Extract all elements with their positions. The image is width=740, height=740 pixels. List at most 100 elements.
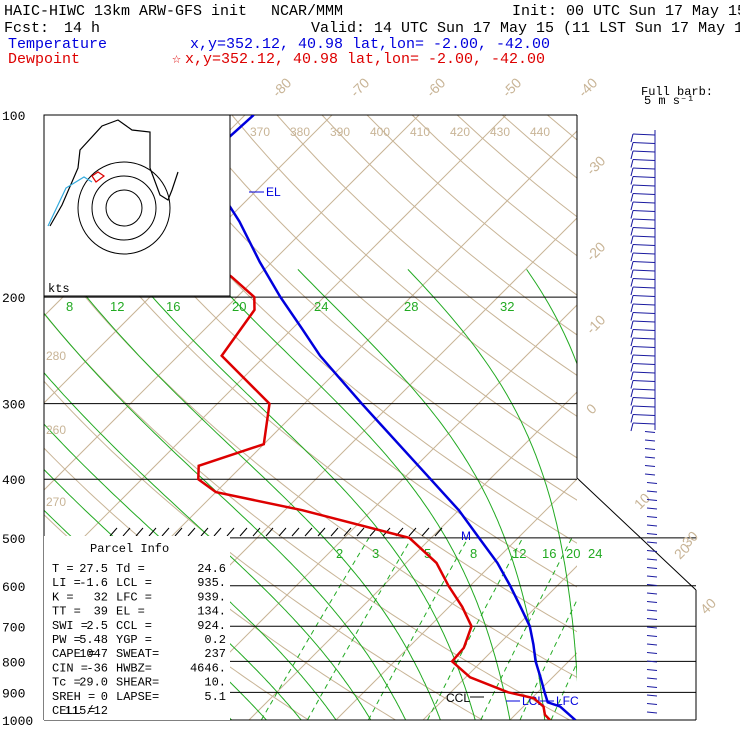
mixing-ratio-line bbox=[260, 537, 370, 720]
pressure-label: 300 bbox=[2, 398, 25, 413]
theta-label: 430 bbox=[490, 125, 510, 139]
parcel-info-cell: CCL = bbox=[116, 619, 152, 633]
isotherm-label: -40 bbox=[575, 74, 601, 100]
wind-barb bbox=[632, 303, 656, 306]
mixing-ratio-label: 2 bbox=[336, 546, 343, 561]
wind-barb-feather bbox=[630, 363, 634, 372]
hatch-mark bbox=[239, 527, 248, 537]
barb-scale-line2: 5 m s⁻¹ bbox=[644, 94, 694, 108]
wind-barb bbox=[632, 235, 656, 238]
parcel-info-cell: 1047 bbox=[79, 647, 108, 661]
wind-barb bbox=[646, 601, 658, 603]
moist-adiabat-line bbox=[407, 269, 577, 682]
dry-adiabat-line bbox=[411, 115, 577, 257]
theta-label: 440 bbox=[530, 125, 550, 139]
wind-barb-feather bbox=[630, 278, 634, 287]
parcel-info-rows: T = 27.5 Td = 24.6 LI =-1.6 LCL = 935. K = 32 LFC… bbox=[52, 562, 226, 718]
parcel-info-cell: YGP = bbox=[116, 633, 152, 647]
wind-barb bbox=[646, 584, 658, 586]
parcel-info-cell: HWBZ= bbox=[116, 661, 152, 675]
hatch-mark bbox=[135, 527, 144, 537]
pressure-label: 400 bbox=[2, 473, 25, 488]
theta-label: 420 bbox=[450, 125, 470, 139]
hatch-mark bbox=[200, 527, 209, 537]
wind-barb bbox=[646, 516, 658, 518]
wind-barb bbox=[632, 295, 656, 297]
parcel-info-cell: -1.6 bbox=[79, 576, 108, 590]
parcel-info-cell: SHEAR= bbox=[116, 676, 159, 690]
dry-adiabat-line bbox=[96, 115, 577, 544]
isotherm-label: -50 bbox=[499, 74, 525, 100]
wind-barb bbox=[646, 686, 658, 688]
mixing-ratio-label: 20 bbox=[566, 546, 580, 561]
isotherm-label: -20 bbox=[583, 238, 609, 264]
parcel-info-cell: 5.1 bbox=[204, 690, 226, 704]
hatch-mark bbox=[408, 527, 417, 537]
level-annotation: CCL bbox=[446, 691, 470, 705]
right-axis-skew bbox=[576, 477, 697, 591]
isotherm-label: -30 bbox=[583, 152, 609, 178]
pressure-label: 1000 bbox=[2, 714, 33, 729]
wind-barb bbox=[646, 550, 658, 552]
wind-barb-feather bbox=[630, 201, 634, 211]
wind-barb bbox=[632, 388, 656, 391]
parcel-info-cell: 0 bbox=[101, 690, 108, 704]
dry-adiabat-line bbox=[638, 115, 740, 720]
wind-barb-feather bbox=[630, 422, 634, 432]
wind-barb-feather bbox=[630, 329, 634, 338]
wind-barb bbox=[644, 431, 656, 433]
isotherm-label: 0 bbox=[583, 400, 600, 417]
moist-adiabat-line bbox=[64, 269, 441, 720]
parcel-info-cell: 237 bbox=[204, 647, 226, 661]
wind-barb-feather bbox=[630, 244, 634, 253]
wind-barb bbox=[644, 439, 656, 442]
wind-barb bbox=[646, 652, 658, 654]
wind-barb-feather bbox=[630, 286, 634, 296]
dry-adiabat-line bbox=[44, 174, 577, 633]
wind-barb bbox=[646, 703, 658, 705]
isotherm-line bbox=[44, 115, 333, 404]
fcst-label: Fcst: bbox=[4, 20, 49, 37]
parcel-info-cell: K = bbox=[52, 590, 74, 604]
fcst-value: 14 h bbox=[64, 20, 100, 37]
pressure-label: 100 bbox=[2, 109, 25, 124]
parcel-info-cell: PW = bbox=[52, 633, 81, 647]
parcel-info-cell: 39 bbox=[94, 605, 108, 619]
parcel-info-title: Parcel Info bbox=[90, 542, 169, 556]
parcel-info-cell: LI = bbox=[52, 576, 81, 590]
mixing-ratio-label: 12 bbox=[512, 546, 526, 561]
wind-barb bbox=[632, 286, 656, 289]
dry-adiabat-line bbox=[44, 380, 483, 720]
wind-barb bbox=[632, 150, 656, 153]
parcel-info-cell: 0.2 bbox=[204, 633, 226, 647]
dewpoint-trace bbox=[139, 115, 551, 720]
mixing-ratio-label: 24 bbox=[588, 546, 602, 561]
wind-barb bbox=[646, 575, 658, 578]
hatch-mark bbox=[109, 527, 118, 537]
wind-barb-feather bbox=[630, 133, 634, 143]
dry-adiabat-label: 270 bbox=[46, 495, 66, 509]
mixing-ratio-label: 24 bbox=[314, 299, 328, 314]
wind-barb bbox=[646, 482, 658, 484]
wind-barb-feather bbox=[630, 142, 634, 151]
dry-adiabat-line bbox=[366, 115, 577, 296]
hatch-mark bbox=[356, 527, 365, 537]
wind-barb bbox=[632, 346, 656, 348]
wind-barb bbox=[644, 448, 656, 450]
wind-barb bbox=[646, 669, 658, 671]
wind-barb-feather bbox=[630, 303, 634, 313]
dewpoint-marker: ☆ bbox=[172, 51, 181, 68]
wind-barb-feather bbox=[630, 235, 634, 245]
dry-adiabat-line bbox=[592, 115, 740, 720]
parcel-info-box bbox=[44, 536, 230, 720]
wind-barb-feather bbox=[630, 397, 634, 406]
moist-adiabat-line bbox=[526, 269, 577, 366]
mixing-ratio-label: 16 bbox=[542, 546, 556, 561]
wind-barb bbox=[632, 176, 656, 178]
hatch-mark bbox=[213, 527, 222, 537]
isotherm-line bbox=[684, 115, 740, 720]
hatch-mark bbox=[122, 527, 131, 537]
wind-barb-feather bbox=[630, 176, 634, 185]
parcel-info-cell: 4646. bbox=[190, 661, 226, 675]
parcel-info-cell: T = bbox=[52, 562, 74, 576]
